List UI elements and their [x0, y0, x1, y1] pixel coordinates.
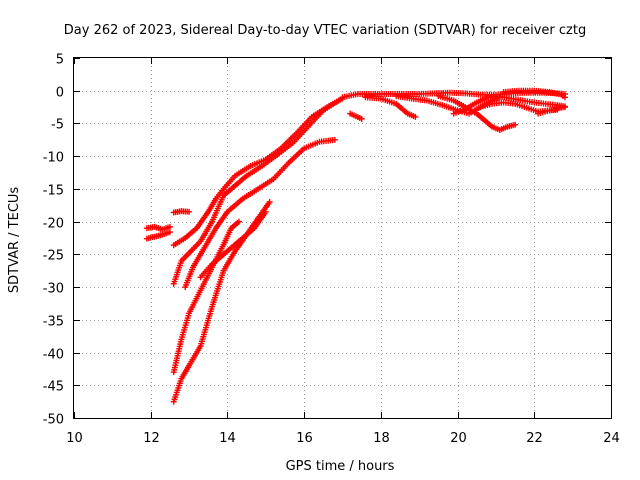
x-tick-label: 22: [526, 431, 543, 446]
data-point: [266, 199, 273, 205]
data-point: [561, 94, 568, 101]
x-tick-label: 20: [450, 431, 467, 446]
y-tick-label: -50: [43, 413, 64, 428]
grid: [74, 58, 611, 418]
y-tick-labels: 5 0 -5 -10 -15 -20 -25 -30 -35 -40 -45 -50: [43, 53, 64, 428]
x-tick-label: 24: [603, 431, 620, 446]
x-tick-label: 10: [66, 431, 83, 446]
y-tick-label: -10: [43, 151, 64, 166]
series-track-11: [347, 110, 365, 122]
y-tick-label: -45: [43, 380, 64, 395]
data-points: [143, 87, 568, 405]
series-track-12: [362, 94, 419, 120]
y-tick-label: -15: [43, 184, 64, 199]
y-tick-label: -35: [43, 315, 64, 330]
series-track-14: [435, 92, 519, 133]
y-tick-label: -20: [43, 217, 64, 232]
series-track-17: [500, 87, 568, 101]
series-track-2: [143, 229, 173, 242]
y-tick-label: 5: [56, 53, 64, 68]
data-point: [235, 218, 242, 225]
axis-ticks: [74, 58, 612, 419]
y-tick-label: -25: [43, 249, 64, 264]
x-tick-label: 12: [143, 431, 160, 446]
series-track-9: [197, 208, 269, 281]
series-track-8: [170, 199, 273, 405]
data-point: [331, 136, 338, 143]
x-tick-label: 18: [373, 431, 390, 446]
data-point: [335, 97, 342, 104]
series-track-5: [170, 97, 342, 287]
data-point: [412, 113, 419, 120]
series-track-6: [182, 136, 338, 291]
data-point: [554, 106, 561, 113]
y-tick-label: -40: [43, 348, 64, 363]
y-tick-label: 0: [56, 86, 64, 101]
y-tick-label: -5: [51, 118, 64, 133]
data-point: [262, 208, 269, 215]
x-tick-labels: 10 12 14 16 18 20 22 24: [66, 431, 620, 446]
data-point: [358, 115, 365, 122]
data-point: [561, 104, 568, 111]
x-tick-label: 14: [219, 431, 236, 446]
x-tick-label: 16: [296, 431, 313, 446]
series-track-3: [170, 208, 193, 216]
x-axis-label: GPS time / hours: [286, 459, 395, 474]
data-point: [512, 121, 519, 128]
series-track-1: [143, 223, 173, 233]
y-axis-label: SDTVAR / TECUs: [7, 187, 22, 294]
series-track-7: [170, 218, 242, 376]
y-tick-label: -30: [43, 282, 64, 297]
data-point: [166, 223, 173, 230]
plot-frame: [73, 57, 612, 419]
data-point: [186, 208, 193, 215]
data-point: [166, 229, 173, 236]
series-track-18: [535, 106, 561, 117]
chart-title: Day 262 of 2023, Sidereal Day-to-day VTE…: [64, 23, 586, 38]
